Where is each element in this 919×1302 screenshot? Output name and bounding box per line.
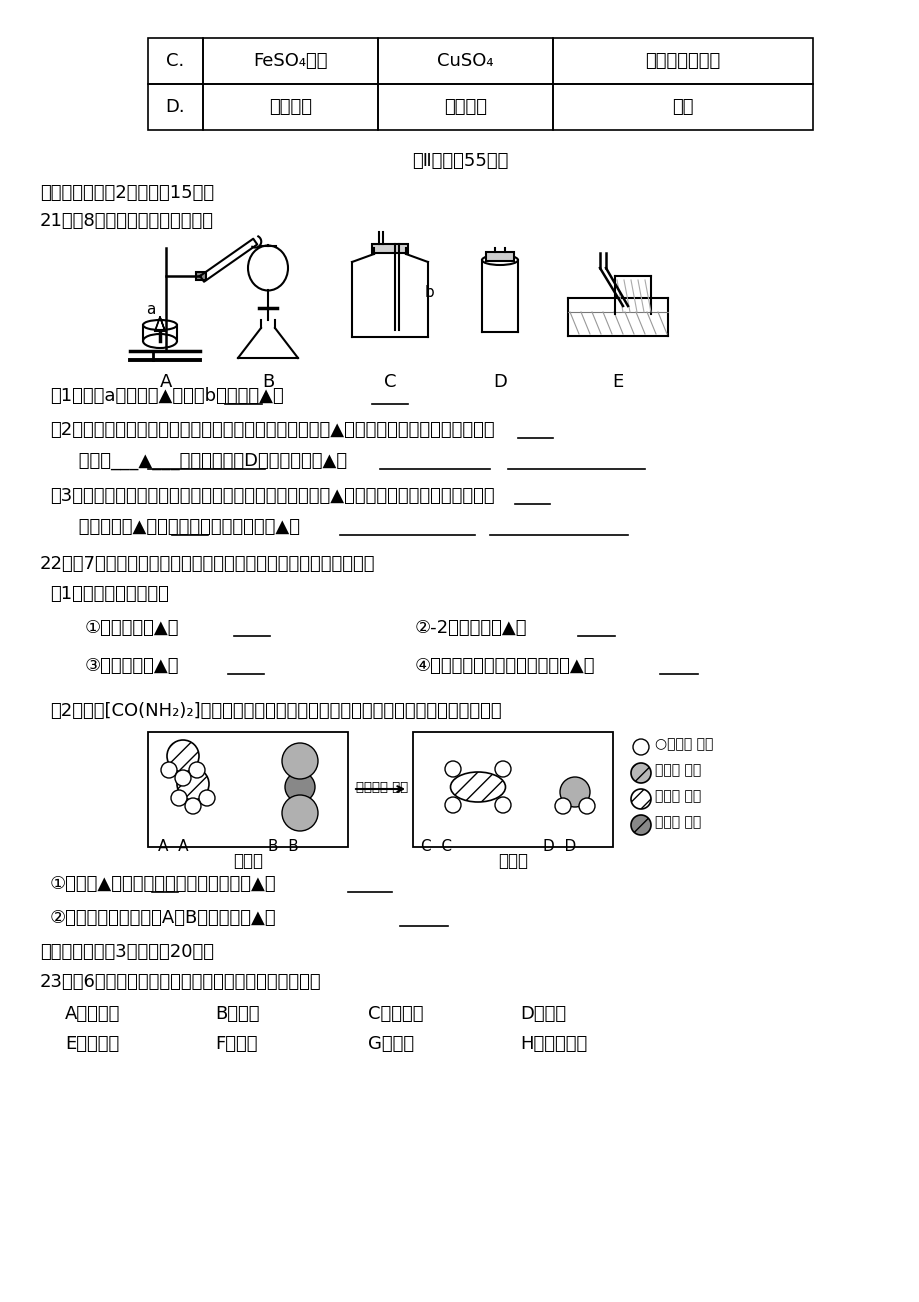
Text: B: B [262, 372, 274, 391]
Circle shape [161, 762, 176, 779]
Text: （3）实验室用石灰石等制取二氧化碳。选用的发生装置是▲（填字母序号，下同），选用的: （3）实验室用石灰石等制取二氧化碳。选用的发生装置是▲（填字母序号，下同），选用… [50, 487, 494, 505]
Circle shape [175, 769, 191, 786]
Bar [203, 85, 378, 130]
Circle shape [282, 796, 318, 831]
Text: 二氧化碳: 二氧化碳 [444, 98, 486, 116]
Bar [378, 85, 552, 130]
Bar [148, 85, 203, 130]
Text: C．石灰水: C．石灰水 [368, 1005, 423, 1023]
Text: A．活性炭: A．活性炭 [65, 1005, 120, 1023]
Text: ③两个铁原子▲；: ③两个铁原子▲； [85, 658, 179, 674]
Bar [203, 38, 378, 85]
Text: （1）用化学用语填空：: （1）用化学用语填空： [50, 585, 169, 603]
Text: F．石墨: F．石墨 [215, 1035, 257, 1053]
Circle shape [176, 768, 209, 799]
Text: B  B: B B [267, 838, 299, 854]
Text: A  A: A A [158, 838, 188, 854]
Bar [413, 732, 612, 848]
Text: 收集装置是▲，检验气体已集满的方法是▲。: 收集装置是▲，检验气体已集满的方法是▲。 [50, 518, 300, 536]
Text: 22．（7分）在宏观、微观和符号之间建立联系是化学学习的特点。: 22．（7分）在宏观、微观和符号之间建立联系是化学学习的特点。 [40, 555, 375, 573]
Circle shape [630, 789, 651, 809]
Text: （2）实验室用高锰酸钾制取氧气时，所选用的发生装置是▲（填字母序号），反应的化学方: （2）实验室用高锰酸钾制取氧气时，所选用的发生装置是▲（填字母序号），反应的化学… [50, 421, 494, 439]
Text: （2）尿素[CO(NH₂)₂]是一种常用的化肥，工业上生产尿素的反应的微观示意图如下：: （2）尿素[CO(NH₂)₂]是一种常用的化肥，工业上生产尿素的反应的微观示意图… [50, 702, 501, 720]
Ellipse shape [450, 772, 505, 802]
Circle shape [578, 798, 595, 814]
Bar [196, 272, 206, 280]
Text: 点燃: 点燃 [672, 98, 693, 116]
Circle shape [560, 777, 589, 807]
Circle shape [445, 797, 460, 812]
Text: 三、（本题包括2小题，共15分）: 三、（本题包括2小题，共15分） [40, 184, 214, 202]
Circle shape [188, 762, 205, 779]
Text: ④空气中最多的物质的构成微粒▲。: ④空气中最多的物质的构成微粒▲。 [414, 658, 595, 674]
Circle shape [285, 772, 314, 802]
Circle shape [185, 798, 200, 814]
Bar [378, 38, 552, 85]
Text: E．钛合金: E．钛合金 [65, 1035, 119, 1053]
Circle shape [199, 790, 215, 806]
Text: E: E [612, 372, 623, 391]
Text: 四、（本题包括3小题，共20分）: 四、（本题包括3小题，共20分） [40, 943, 214, 961]
Text: ②-2价的氧元素▲；: ②-2价的氧元素▲； [414, 618, 527, 637]
Bar [148, 38, 203, 85]
Text: B．酒精: B．酒精 [215, 1005, 259, 1023]
Text: C.: C. [166, 52, 185, 70]
Text: 21．（8分）根据下图回答问题。: 21．（8分）根据下图回答问题。 [40, 212, 214, 230]
Text: H．一氧化碳: H．一氧化碳 [519, 1035, 586, 1053]
Bar [148, 732, 347, 848]
Text: A: A [160, 372, 172, 391]
Text: 反应后: 反应后 [497, 852, 528, 870]
Circle shape [282, 743, 318, 779]
Bar [371, 243, 407, 253]
Text: 氨原子 原子: 氨原子 原子 [654, 763, 700, 777]
Text: 一定条件 条件: 一定条件 条件 [356, 781, 408, 794]
Text: ①尿素由▲种元素组成，相对分子质量为▲。: ①尿素由▲种元素组成，相对分子质量为▲。 [50, 875, 277, 893]
Text: b: b [425, 285, 435, 299]
Text: D  D: D D [542, 838, 575, 854]
Text: 过量铁粉、过滤: 过量铁粉、过滤 [644, 52, 720, 70]
Bar [485, 253, 514, 260]
Text: ○氢原子 原子: ○氢原子 原子 [654, 737, 712, 751]
Text: FeSO₄溶液: FeSO₄溶液 [253, 52, 327, 70]
Text: 程式为___▲___。不能用装置D收集的原因是▲。: 程式为___▲___。不能用装置D收集的原因是▲。 [50, 452, 346, 470]
Circle shape [445, 760, 460, 777]
Circle shape [632, 740, 648, 755]
Text: CuSO₄: CuSO₄ [437, 52, 494, 70]
Text: （1）仪器a的名称为▲，仪器b的名称为▲。: （1）仪器a的名称为▲，仪器b的名称为▲。 [50, 387, 283, 405]
Text: 23．（6分）现有八种物质，选择相应物质的字母填空：: 23．（6分）现有八种物质，选择相应物质的字母填空： [40, 973, 322, 991]
Circle shape [494, 760, 510, 777]
Circle shape [167, 740, 199, 772]
Text: 反应前: 反应前 [233, 852, 263, 870]
Bar [552, 85, 812, 130]
Text: C: C [383, 372, 396, 391]
Text: D.: D. [165, 98, 185, 116]
Text: 碳原子 原子: 碳原子 原子 [654, 815, 700, 829]
Circle shape [494, 797, 510, 812]
Bar [552, 38, 812, 85]
Text: ①一个镁离子▲；: ①一个镁离子▲； [85, 618, 179, 637]
Text: C  C: C C [421, 838, 451, 854]
Circle shape [630, 763, 651, 783]
Circle shape [630, 815, 651, 835]
Text: D．干冰: D．干冰 [519, 1005, 565, 1023]
Text: D: D [493, 372, 506, 391]
Text: G．红磷: G．红磷 [368, 1035, 414, 1053]
Text: 一氧化碳: 一氧化碳 [268, 98, 312, 116]
Circle shape [171, 790, 187, 806]
Text: 第Ⅱ卷（共55分）: 第Ⅱ卷（共55分） [412, 152, 507, 171]
Text: ②生产尿素的反应中，A与B的质量比为▲。: ②生产尿素的反应中，A与B的质量比为▲。 [50, 909, 277, 927]
Text: 氮原子 原子: 氮原子 原子 [654, 789, 700, 803]
Circle shape [554, 798, 571, 814]
Text: a: a [146, 302, 155, 316]
